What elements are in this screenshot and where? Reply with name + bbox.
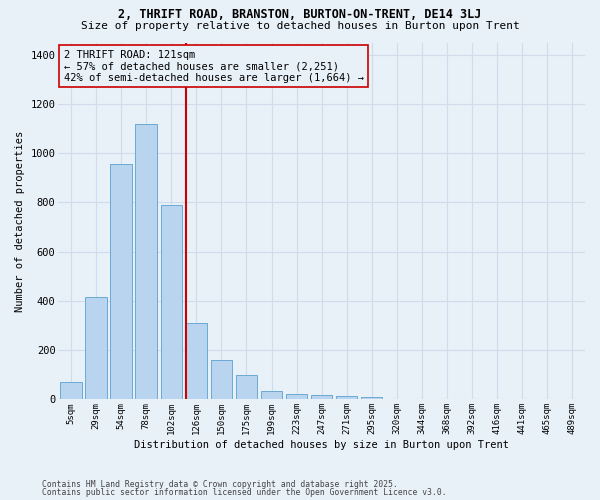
Text: 2 THRIFT ROAD: 121sqm
← 57% of detached houses are smaller (2,251)
42% of semi-d: 2 THRIFT ROAD: 121sqm ← 57% of detached … <box>64 50 364 83</box>
Bar <box>211 360 232 400</box>
Bar <box>185 323 207 400</box>
X-axis label: Distribution of detached houses by size in Burton upon Trent: Distribution of detached houses by size … <box>134 440 509 450</box>
Bar <box>311 395 332 400</box>
Bar <box>85 298 107 400</box>
Bar <box>236 375 257 400</box>
Bar <box>110 164 131 400</box>
Bar <box>261 391 282 400</box>
Text: Contains public sector information licensed under the Open Government Licence v3: Contains public sector information licen… <box>42 488 446 497</box>
Bar <box>336 396 358 400</box>
Bar <box>286 394 307 400</box>
Text: Contains HM Land Registry data © Crown copyright and database right 2025.: Contains HM Land Registry data © Crown c… <box>42 480 398 489</box>
Bar <box>60 382 82 400</box>
Bar <box>161 205 182 400</box>
Bar <box>361 398 382 400</box>
Text: 2, THRIFT ROAD, BRANSTON, BURTON-ON-TRENT, DE14 3LJ: 2, THRIFT ROAD, BRANSTON, BURTON-ON-TREN… <box>118 8 482 20</box>
Y-axis label: Number of detached properties: Number of detached properties <box>15 130 25 312</box>
Bar <box>136 124 157 400</box>
Bar <box>386 398 407 400</box>
Text: Size of property relative to detached houses in Burton upon Trent: Size of property relative to detached ho… <box>80 21 520 31</box>
